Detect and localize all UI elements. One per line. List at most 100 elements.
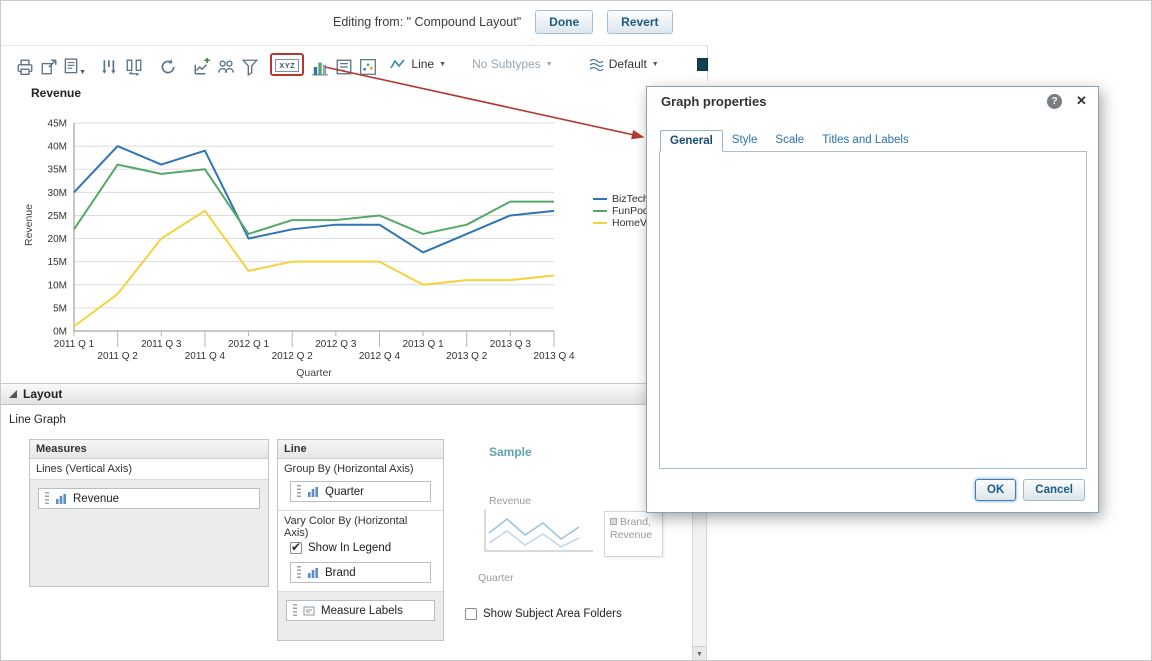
x-tick-label: 2011 Q 1 [54,339,95,350]
measure-column-icon [56,493,66,504]
show-subject-area-folders-label: Show Subject Area Folders [483,608,622,620]
sample-chart [484,509,593,552]
style-icon [589,58,604,71]
graph-type-name: Line Graph [9,414,66,426]
close-icon[interactable]: ✕ [1076,93,1087,108]
chevron-down-icon: ▼ [439,60,447,68]
legend-label: BizTech [612,193,649,205]
preview-icon[interactable]: ▼ [63,52,86,76]
layout-panel: Layout Line Graph Measures Lines (Vertic… [1,383,708,660]
graph-type-dropdown[interactable]: Line ▼ [390,57,446,71]
layout-panel-title: Layout [23,387,63,401]
selection-steps-icon[interactable] [240,52,260,76]
vary-color-pill-label: Brand [325,566,356,579]
lines-vertical-axis-label: Lines (Vertical Axis) [30,459,268,480]
bar-graph-view-icon[interactable] [310,52,330,76]
vary-color-label: Vary Color By (Horizontal Axis) [284,515,408,539]
sample-line [488,530,580,548]
y-tick-label: 35M [48,165,67,176]
sort-columns-icon[interactable] [100,52,120,76]
y-tick-label: 45M [48,119,67,130]
style-label: Default [608,57,647,71]
group-by-pill-quarter[interactable]: Quarter [290,481,431,502]
line-type-icon [390,59,406,69]
legend-label: FunPod [612,205,649,217]
export-icon[interactable] [39,52,59,76]
chevron-down-icon: ▼ [545,60,553,68]
refresh-icon[interactable] [158,52,178,76]
measure-pill-revenue[interactable]: Revenue [38,488,260,509]
sample-legend: Brand, Revenue [604,511,663,557]
x-axis-title: Quarter [296,367,332,379]
graph-properties-dialog: Graph properties ? ✕ General Style Scale… [646,86,1099,513]
group-by-pill-label: Quarter [325,485,364,498]
series-BizTech [73,145,555,254]
drag-handle-icon [293,604,297,617]
series-HomeView [73,209,555,328]
column-icon [308,567,318,578]
scroll-down-button[interactable]: ▼ [693,646,706,660]
chart-title: Revenue [31,86,82,100]
legend-swatch [593,210,607,212]
show-in-legend-label: Show In Legend [308,542,392,554]
edit-graph-icon[interactable] [358,52,378,76]
graph-toolbar: ▼ XYZ [1,47,708,81]
show-subject-area-folders-row: Show Subject Area Folders [459,605,628,622]
editing-bar: Editing from: " Compound Layout" Done Re… [1,1,708,46]
group-by-section: Group By (Horizontal Axis) Quarter [278,459,443,511]
help-icon[interactable]: ? [1047,94,1062,109]
chevron-down-icon[interactable]: ▼ [79,69,86,76]
tab-general[interactable]: General [660,130,723,152]
show-subject-area-folders-checkbox[interactable] [465,608,477,620]
ok-button[interactable]: OK [975,479,1017,501]
y-tick-label: 5M [53,303,67,314]
exchange-columns-icon[interactable] [124,52,144,76]
line-box-header: Line [278,440,443,459]
vary-color-section: Vary Color By (Horizontal Axis) Show In … [278,511,443,592]
x-tick-label: 2012 Q 4 [359,351,401,362]
editor-pane: Editing from: " Compound Layout" Done Re… [1,1,708,660]
y-tick-label: 20M [48,234,67,245]
line-graph-preview: Revenue Revenue 0M 5M 10M 15M 20M 25M 30M 35M 40… [1,81,708,383]
group-by-label: Group By (Horizontal Axis) [284,463,414,475]
line-box: Line Group By (Horizontal Axis) Quarter … [277,439,444,641]
new-calculated-item-icon[interactable] [192,52,212,76]
y-tick-label: 25M [48,211,67,222]
labels-icon [303,606,315,615]
new-group-icon[interactable] [216,52,236,76]
graph-properties-icon[interactable]: XYZ [270,52,305,76]
drag-handle-icon [45,492,49,505]
tab-titles-and-labels[interactable]: Titles and Labels [822,134,909,146]
y-tick-label: 40M [48,142,67,153]
show-in-legend-checkbox[interactable] [290,540,302,554]
cancel-button[interactable]: Cancel [1023,479,1085,501]
tab-scale[interactable]: Scale [775,134,805,146]
sample-y-label: Revenue [489,495,532,507]
print-icon[interactable] [15,52,35,76]
measure-labels-label: Measure Labels [321,604,403,617]
editing-from-label: Editing from: " Compound Layout" [333,15,522,29]
color-swatch[interactable] [696,57,708,71]
x-tick-label: 2012 Q 2 [272,351,314,362]
chevron-down-icon: ▼ [651,60,659,68]
revert-button[interactable]: Revert [607,10,673,34]
measure-labels-pill[interactable]: Measure Labels [286,600,435,621]
measures-box: Measures Lines (Vertical Axis) Revenue [29,439,269,587]
legend-swatch [593,198,607,200]
legend-item: BizTech [593,193,663,205]
y-tick-label: 0M [53,327,67,338]
general-tab-panel [659,151,1087,469]
measures-header: Measures [30,440,268,459]
layout-panel-header[interactable]: Layout [1,383,708,405]
dialog-tabs: General Style Scale Titles and Labels [660,130,918,152]
vary-color-pill-brand[interactable]: Brand [290,562,431,583]
subtype-label: No Subtypes [472,57,541,71]
legend-view-icon[interactable] [334,52,354,76]
tab-style[interactable]: Style [731,134,758,146]
done-button[interactable]: Done [535,10,594,34]
graph-type-label: Line [411,57,435,71]
show-in-legend-row: Show In Legend [284,539,437,556]
legend-swatch [593,222,607,224]
xyz-icon-label: XYZ [275,58,300,72]
style-dropdown[interactable]: Default ▼ [589,57,659,71]
